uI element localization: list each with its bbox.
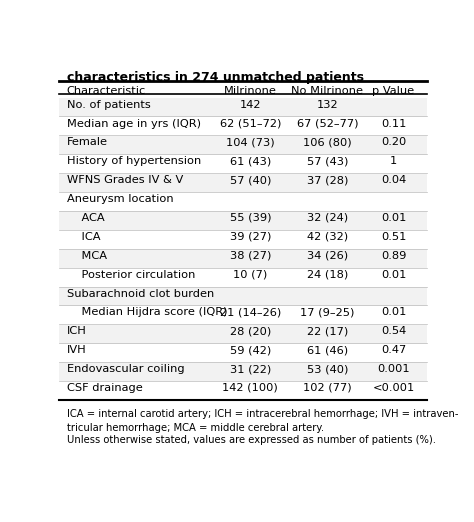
Text: Unless otherwise stated, values are expressed as number of patients (%).: Unless otherwise stated, values are expr…	[66, 435, 436, 445]
Text: 106 (80): 106 (80)	[303, 137, 352, 147]
FancyBboxPatch shape	[59, 174, 427, 193]
Text: <0.001: <0.001	[373, 383, 415, 393]
Text: p Value: p Value	[373, 86, 415, 96]
Text: 24 (18): 24 (18)	[307, 270, 348, 280]
Text: 61 (46): 61 (46)	[307, 345, 348, 355]
Text: 34 (26): 34 (26)	[307, 251, 348, 261]
Text: 142 (100): 142 (100)	[222, 383, 278, 393]
Text: 142: 142	[239, 100, 261, 110]
Text: characteristics in 274 unmatched patients: characteristics in 274 unmatched patient…	[66, 72, 364, 85]
Text: Aneurysm location: Aneurysm location	[66, 194, 173, 204]
Text: 62 (51–72): 62 (51–72)	[219, 118, 281, 128]
Text: Female: Female	[66, 137, 108, 147]
Text: 22 (17): 22 (17)	[307, 326, 348, 336]
Text: Subarachnoid clot burden: Subarachnoid clot burden	[66, 289, 214, 299]
FancyBboxPatch shape	[59, 325, 427, 343]
Text: IVH: IVH	[66, 345, 86, 355]
Text: 0.01: 0.01	[381, 213, 406, 223]
Text: 32 (24): 32 (24)	[307, 213, 348, 223]
Text: ACA: ACA	[66, 213, 104, 223]
Text: 0.01: 0.01	[381, 270, 406, 280]
Text: 102 (77): 102 (77)	[303, 383, 352, 393]
Text: Median Hijdra score (IQR): Median Hijdra score (IQR)	[66, 307, 227, 317]
Text: No. of patients: No. of patients	[66, 100, 150, 110]
Text: 0.54: 0.54	[381, 326, 406, 336]
Text: No Milrinone: No Milrinone	[292, 86, 364, 96]
Text: 61 (43): 61 (43)	[229, 156, 271, 167]
FancyBboxPatch shape	[59, 249, 427, 268]
Text: 17 (9–25): 17 (9–25)	[300, 307, 355, 317]
FancyBboxPatch shape	[59, 98, 427, 117]
Text: History of hypertension: History of hypertension	[66, 156, 201, 167]
Text: WFNS Grades IV & V: WFNS Grades IV & V	[66, 175, 183, 185]
Text: 37 (28): 37 (28)	[307, 175, 348, 185]
Text: 0.001: 0.001	[377, 364, 410, 374]
Text: 38 (27): 38 (27)	[229, 251, 271, 261]
Text: 28 (20): 28 (20)	[229, 326, 271, 336]
Text: ICH: ICH	[66, 326, 86, 336]
Text: 39 (27): 39 (27)	[229, 232, 271, 242]
Text: 21 (14–26): 21 (14–26)	[219, 307, 281, 317]
Text: 0.47: 0.47	[381, 345, 406, 355]
FancyBboxPatch shape	[59, 362, 427, 382]
Text: tricular hemorrhage; MCA = middle cerebral artery.: tricular hemorrhage; MCA = middle cerebr…	[66, 423, 324, 433]
Text: Posterior circulation: Posterior circulation	[66, 270, 195, 280]
Text: CSF drainage: CSF drainage	[66, 383, 142, 393]
Text: 0.01: 0.01	[381, 307, 406, 317]
Text: 67 (52–77): 67 (52–77)	[297, 118, 358, 128]
Text: 53 (40): 53 (40)	[307, 364, 348, 374]
FancyBboxPatch shape	[59, 136, 427, 155]
Text: ICA = internal carotid artery; ICH = intracerebral hemorrhage; IVH = intraven-: ICA = internal carotid artery; ICH = int…	[66, 409, 458, 419]
Text: 10 (7): 10 (7)	[233, 270, 267, 280]
FancyBboxPatch shape	[59, 287, 427, 306]
Text: 59 (42): 59 (42)	[229, 345, 271, 355]
Text: 0.11: 0.11	[381, 118, 406, 128]
Text: 1: 1	[390, 156, 397, 167]
Text: ICA: ICA	[66, 232, 100, 242]
Text: Characteristic: Characteristic	[66, 86, 146, 96]
Text: 0.89: 0.89	[381, 251, 406, 261]
Text: 132: 132	[317, 100, 338, 110]
Text: Endovascular coiling: Endovascular coiling	[66, 364, 184, 374]
Text: 31 (22): 31 (22)	[229, 364, 271, 374]
Text: 42 (32): 42 (32)	[307, 232, 348, 242]
Text: 57 (43): 57 (43)	[307, 156, 348, 167]
Text: 104 (73): 104 (73)	[226, 137, 274, 147]
Text: 0.04: 0.04	[381, 175, 406, 185]
Text: MCA: MCA	[66, 251, 107, 261]
FancyBboxPatch shape	[59, 211, 427, 230]
Text: Median age in yrs (IQR): Median age in yrs (IQR)	[66, 118, 201, 128]
Text: 0.51: 0.51	[381, 232, 406, 242]
Text: 55 (39): 55 (39)	[229, 213, 271, 223]
Text: 57 (40): 57 (40)	[229, 175, 271, 185]
Text: Milrinone: Milrinone	[224, 86, 277, 96]
Text: 0.20: 0.20	[381, 137, 406, 147]
